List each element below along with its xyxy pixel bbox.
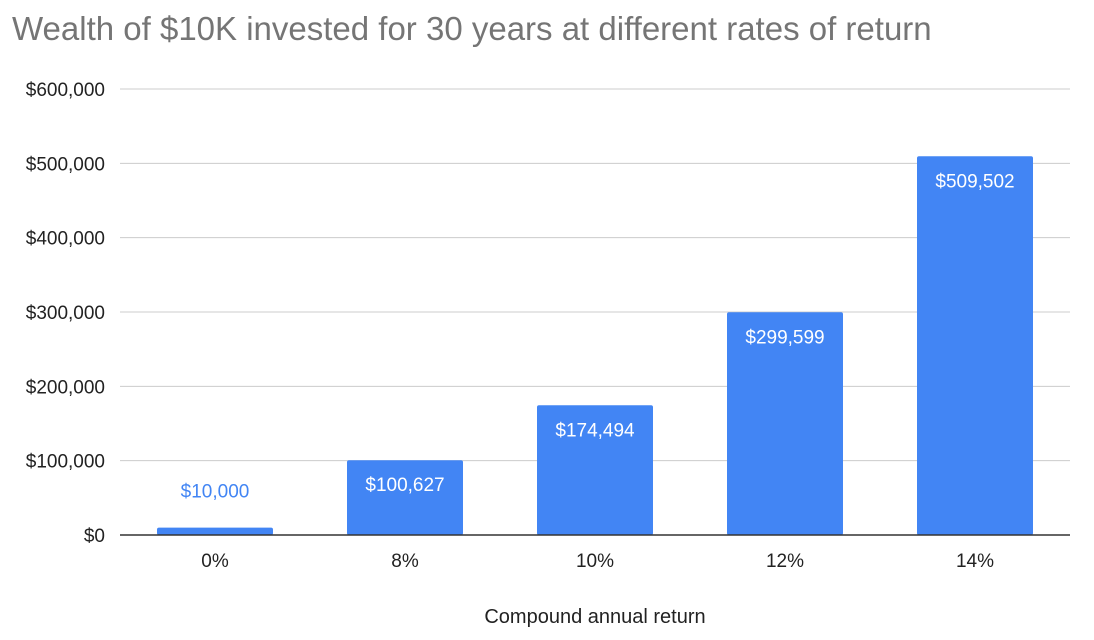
bar	[727, 312, 843, 535]
x-tick-label: 14%	[956, 551, 994, 572]
x-tick-label: 8%	[391, 551, 419, 572]
bar-value-label: $509,502	[935, 171, 1014, 192]
x-tick-label: 12%	[766, 551, 804, 572]
y-tick-label: $0	[84, 526, 105, 547]
x-tick-label: 10%	[576, 551, 614, 572]
x-axis-title: Compound annual return	[484, 606, 706, 628]
bar-value-label: $174,494	[555, 420, 635, 441]
x-tick-label: 0%	[201, 551, 229, 572]
y-tick-label: $300,000	[26, 303, 105, 324]
bar	[917, 156, 1033, 535]
bar	[537, 405, 653, 535]
bar	[347, 460, 463, 535]
y-tick-label: $600,000	[26, 80, 105, 101]
bar	[157, 527, 273, 535]
bar-value-label: $10,000	[181, 482, 250, 503]
y-tick-label: $400,000	[26, 229, 105, 250]
y-tick-label: $200,000	[26, 377, 105, 398]
y-tick-label: $100,000	[26, 452, 105, 473]
bar-value-label: $100,627	[365, 475, 444, 496]
chart-title: Wealth of $10K invested for 30 years at …	[12, 10, 932, 47]
bar-value-label: $299,599	[745, 327, 824, 348]
y-tick-label: $500,000	[26, 154, 105, 175]
